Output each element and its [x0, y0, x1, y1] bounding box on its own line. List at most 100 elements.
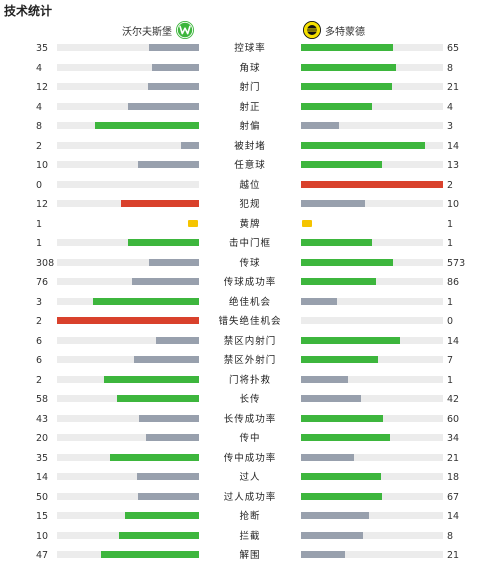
home-bar-track — [57, 83, 199, 90]
stat-label: 绝佳机会 — [228, 296, 271, 308]
away-bar — [301, 453, 354, 461]
away-stat-value: 42 — [447, 394, 460, 405]
home-stat-value: 35 — [36, 43, 49, 54]
stat-label: 过人 — [239, 472, 261, 483]
away-stat-value: 10 — [447, 199, 460, 210]
stat-row: 8 射偏 3 — [0, 117, 500, 137]
away-stat-value: 21 — [447, 82, 460, 93]
away-bar-track — [301, 473, 443, 480]
home-team-name: 沃尔夫斯堡 — [122, 26, 172, 38]
away-bar-track — [301, 434, 443, 441]
away-bar-track — [301, 336, 443, 344]
home-stat-value: 58 — [36, 394, 49, 405]
away-stat-value: 1 — [447, 296, 454, 308]
home-bar-track — [57, 531, 199, 539]
away-bar — [301, 297, 337, 305]
home-bar-track — [57, 317, 199, 324]
home-bar-track — [57, 239, 199, 246]
away-bar — [301, 63, 397, 71]
stat-row: 6 禁区内射门 14 — [0, 332, 500, 352]
away-stat-value: 1 — [447, 374, 454, 386]
home-bar-track — [57, 180, 199, 188]
stat-label: 长传 — [239, 394, 261, 405]
home-bar — [119, 531, 199, 539]
stat-label: 过人成功率 — [223, 491, 277, 503]
away-stat-value: 18 — [447, 472, 460, 483]
page-title: 技术统计 — [4, 4, 53, 18]
away-bar — [301, 102, 372, 110]
home-stat-value: 0 — [36, 179, 43, 191]
home-bar-track — [57, 551, 199, 558]
away-bar-track — [301, 161, 443, 168]
away-bar-track — [301, 258, 443, 266]
stat-row: 3 绝佳机会 1 — [0, 293, 500, 313]
stat-label: 禁区外射门 — [223, 355, 277, 366]
away-bar — [301, 200, 365, 207]
away-stat-value: 21 — [447, 550, 460, 561]
away-bar — [301, 122, 340, 129]
away-stat-value: 14 — [447, 335, 460, 347]
away-bar-track — [301, 44, 443, 51]
home-bar — [149, 258, 199, 266]
away-stat-value: 8 — [447, 530, 454, 542]
away-bar-track — [301, 551, 443, 558]
away-bar — [301, 551, 346, 558]
home-bar — [128, 102, 199, 110]
away-stat-value: 34 — [447, 433, 460, 444]
home-stat-value: 50 — [36, 491, 49, 503]
home-stat-value: 308 — [36, 257, 55, 269]
home-bar-track — [57, 258, 199, 266]
home-stat-value: 2 — [36, 374, 43, 386]
away-bar — [301, 492, 382, 500]
stat-label: 越位 — [239, 179, 261, 191]
home-stat-value: 35 — [36, 452, 49, 464]
away-bar-track — [301, 356, 443, 363]
stat-row: 35 传中成功率 21 — [0, 449, 500, 469]
home-bar — [136, 473, 199, 480]
away-bar — [301, 141, 425, 149]
stat-label: 犯规 — [239, 199, 261, 210]
away-bar-track — [301, 278, 443, 285]
home-bar — [152, 63, 199, 71]
away-team-name: 多特蒙德 — [325, 26, 365, 38]
away-bar-track — [301, 317, 443, 324]
stat-row: 2 被封堵 14 — [0, 137, 500, 157]
home-bar — [125, 512, 199, 519]
stat-row: 2 门将扑救 1 — [0, 371, 500, 391]
away-bar-track — [301, 453, 443, 461]
home-bar — [128, 239, 199, 246]
away-bar — [301, 44, 394, 51]
away-bar — [301, 395, 361, 402]
stat-label: 射正 — [239, 101, 261, 113]
stat-label: 传中成功率 — [223, 452, 277, 464]
home-stat-value: 3 — [36, 296, 43, 308]
stat-row: 10 拦截 8 — [0, 527, 500, 547]
home-stat-value: 43 — [36, 413, 49, 425]
stat-label: 拦截 — [239, 530, 261, 542]
away-bar — [301, 473, 381, 480]
home-team-header: 沃尔夫斯堡 — [118, 20, 194, 40]
stat-label: 角球 — [239, 62, 261, 74]
away-bar-track — [301, 512, 443, 519]
home-bar — [116, 395, 199, 402]
stat-row: 4 射正 4 — [0, 98, 500, 118]
away-stat-value: 4 — [447, 101, 454, 113]
home-bar-track — [57, 492, 199, 500]
home-bar-track — [57, 453, 199, 461]
home-bar — [180, 141, 199, 149]
away-bar-track — [301, 395, 443, 402]
away-stat-value: 1 — [447, 238, 454, 249]
home-stat-value: 15 — [36, 511, 49, 522]
away-bar — [301, 414, 384, 422]
away-bar-track — [301, 63, 443, 71]
away-yellow-card-icon — [302, 219, 312, 227]
home-stat-value: 47 — [36, 550, 49, 561]
away-stat-value: 21 — [447, 452, 460, 464]
stat-row: 43 长传成功率 60 — [0, 410, 500, 430]
home-stat-value: 2 — [36, 140, 43, 152]
away-bar — [301, 258, 394, 266]
home-bar-track — [57, 297, 199, 305]
away-bar — [301, 180, 443, 188]
home-bar — [92, 297, 199, 305]
away-team-header: 多特蒙德 — [303, 20, 369, 40]
